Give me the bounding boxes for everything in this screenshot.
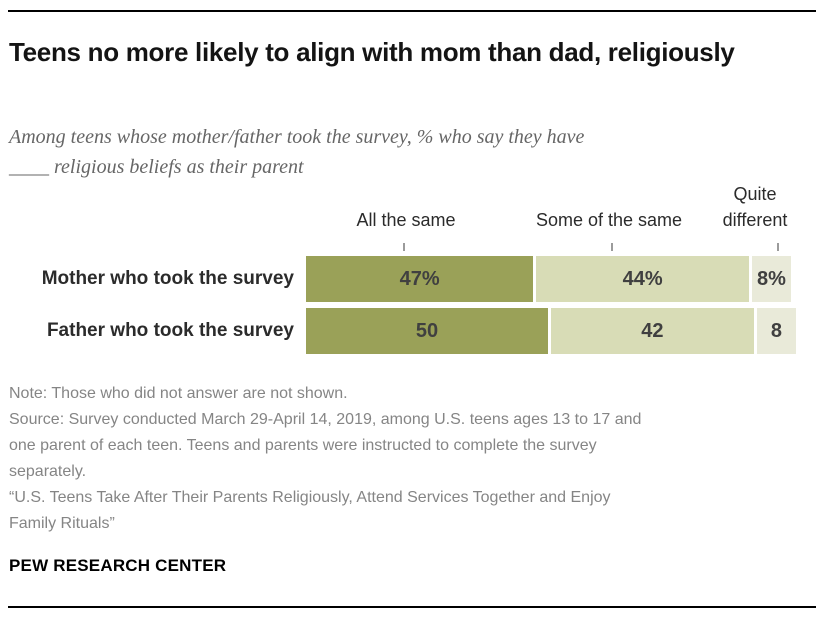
header-tick-some-of-the-same — [611, 243, 613, 251]
report-title-text: “U.S. Teens Take After Their Parents Rel… — [9, 489, 611, 532]
source-text: Source: Survey conducted March 29-April … — [9, 411, 642, 480]
bar-segment-mother-all-the-same: 47% — [306, 256, 537, 302]
footer-notes: Note: Those who did not answer are not s… — [9, 381, 649, 537]
pew-research-center-wordmark: PEW RESEARCH CENTER — [9, 556, 227, 575]
bar-row-mother: 47% 44% 8% — [306, 256, 792, 302]
bar-row-father: 50 42 8 — [306, 308, 796, 354]
row-label-mother: Mother who took the survey — [41, 268, 294, 289]
stacked-bar-chart: All the same Some of the same Quite diff… — [41, 184, 796, 354]
header-tick-all-the-same — [403, 243, 405, 251]
bar-segment-father-quite-different: 8 — [756, 308, 796, 354]
row-label-father: Father who took the survey — [46, 320, 294, 341]
bar-segment-mother-some-of-the-same: 44% — [536, 256, 752, 302]
bar-segment-mother-quite-different: 8% — [751, 256, 792, 302]
bottom-divider — [8, 606, 816, 608]
column-header-all-the-same: All the same — [356, 210, 456, 230]
top-divider — [8, 10, 816, 12]
column-header-quite-different: Quite different — [722, 184, 788, 230]
note-text: Note: Those who did not answer are not s… — [9, 385, 348, 402]
chart-subtitle: Among teens whose mother/father took the… — [9, 126, 585, 178]
header-tick-quite-different — [777, 243, 779, 251]
bar-segment-father-some-of-the-same: 42 — [551, 308, 757, 354]
page-title: Teens no more likely to align with mom t… — [9, 37, 735, 67]
column-header-some-of-the-same: Some of the same — [535, 210, 683, 230]
bar-segment-father-all-the-same: 50 — [306, 308, 551, 354]
